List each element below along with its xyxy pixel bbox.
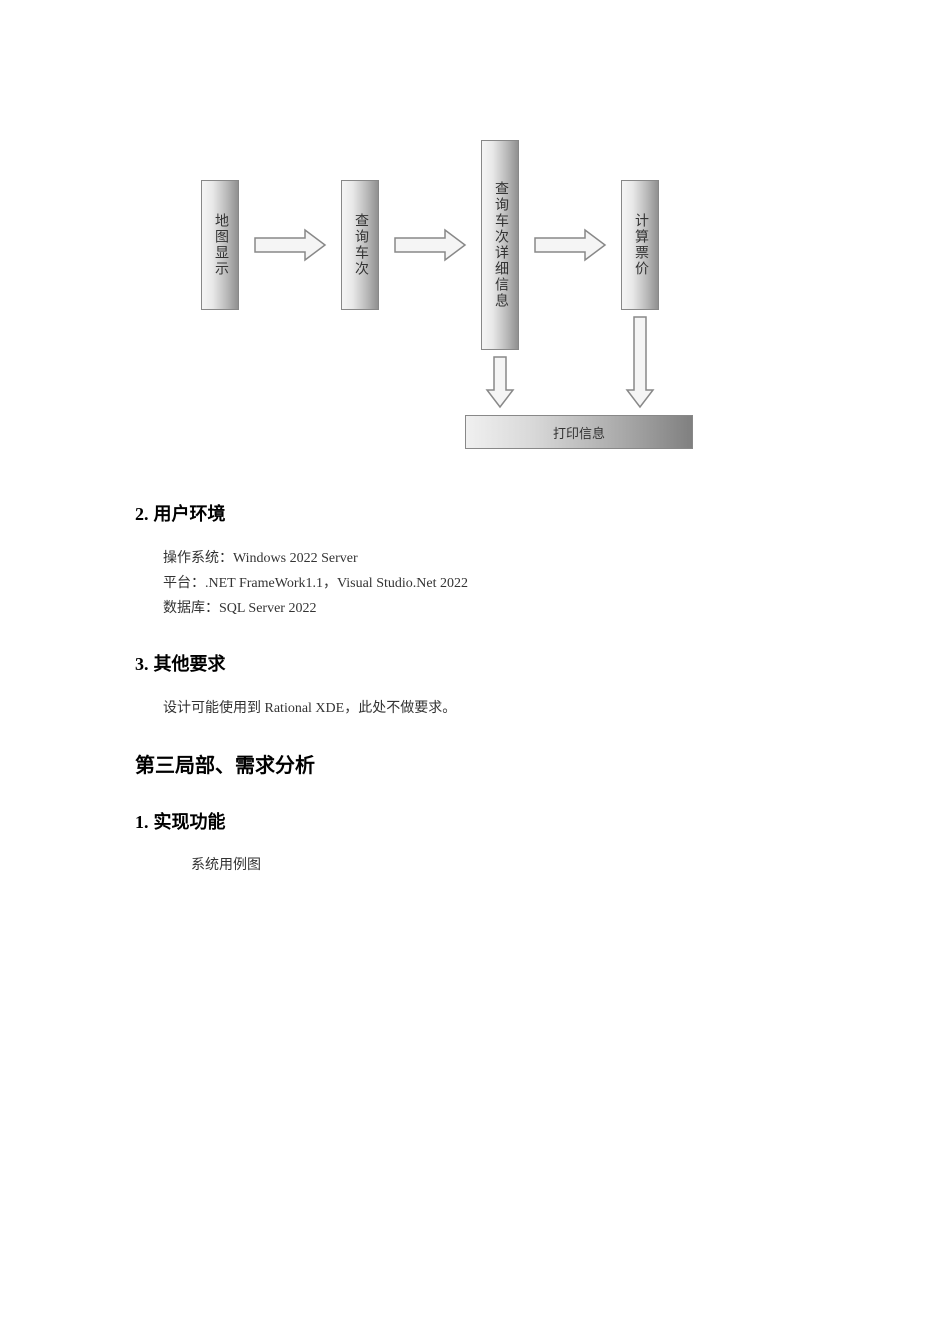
section-1-heading: 1. 实现功能 [135,808,815,834]
arrow-down-icon [625,315,655,415]
print-box: 打印信息 [465,415,693,449]
part-3-heading: 第三局部、需求分析 [135,749,815,778]
page-container: 地图显示 查询车次 查询车次详细信息 计算票价 [0,0,950,874]
section-title: 用户环境 [154,504,226,524]
flow-box-label: 查询车次 [350,213,370,277]
print-box-label: 打印信息 [553,423,605,442]
flow-box-label: 计算票价 [630,213,650,277]
body-text: 平台：.NET FrameWork1.1，Visual Studio.Net 2… [163,571,815,596]
flow-box-query-train: 查询车次 [341,180,379,310]
arrow-down-icon [485,355,515,415]
sub-text: 系统用例图 [191,854,815,874]
body-text: 设计可能使用到 Rational XDE，此处不做要求。 [163,696,815,721]
flow-box-map: 地图显示 [201,180,239,310]
flow-box-query-detail: 查询车次详细信息 [481,140,519,350]
arrow-right-icon [533,228,608,267]
arrow-right-icon [253,228,328,267]
section-num: 1. [135,812,149,832]
flow-box-label: 查询车次详细信息 [490,181,510,309]
section-3-heading: 3. 其他要求 [135,650,815,676]
section-num: 2. [135,504,149,524]
arrow-right-icon [393,228,468,267]
section-title: 实现功能 [154,812,226,832]
section-2-heading: 2. 用户环境 [135,500,815,526]
flow-box-label: 地图显示 [210,213,230,277]
section-num: 3. [135,654,149,674]
flow-diagram: 地图显示 查询车次 查询车次详细信息 计算票价 [145,140,815,460]
body-text: 数据库：SQL Server 2022 [163,596,815,621]
flow-box-calc-price: 计算票价 [621,180,659,310]
section-title: 其他要求 [154,654,226,674]
body-text: 操作系统：Windows 2022 Server [163,546,815,571]
